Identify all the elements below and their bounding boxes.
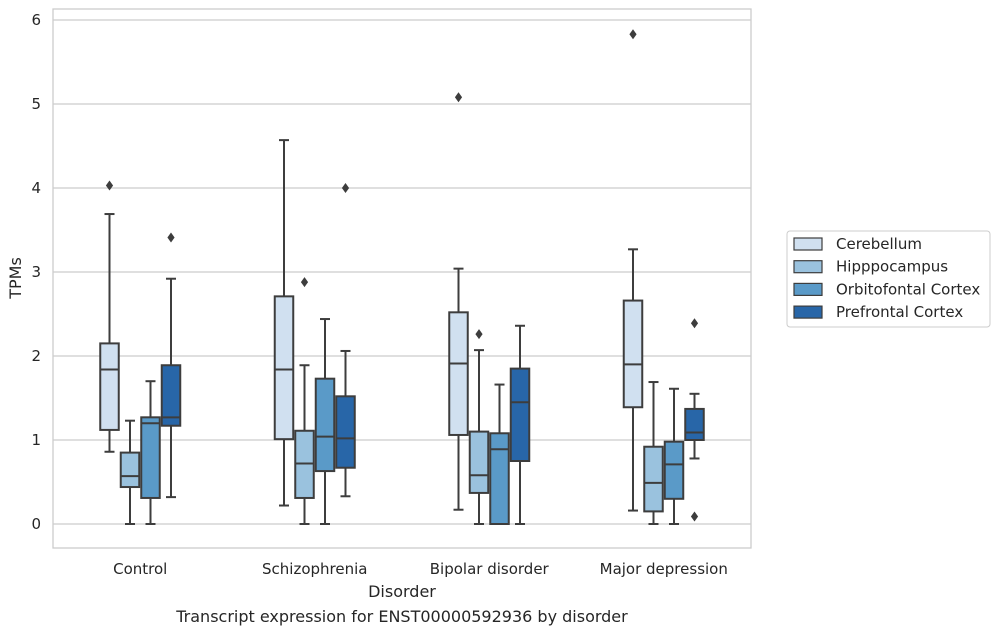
legend-label: Hipppocampus: [836, 258, 948, 276]
chart-caption: Transcript expression for ENST0000059293…: [175, 607, 628, 626]
box-iqr: [314, 377, 336, 473]
series-group: [160, 183, 705, 525]
box: [99, 180, 120, 453]
box: [489, 383, 510, 525]
box-iqr: [99, 342, 120, 431]
series-group: [119, 277, 664, 525]
outlier-point: [475, 329, 483, 340]
box: [160, 232, 182, 499]
x-tick-label: Major depression: [600, 560, 728, 578]
x-tick-label: Schizophrenia: [262, 560, 367, 578]
box: [509, 324, 531, 525]
box: [448, 92, 469, 511]
box: [643, 381, 664, 525]
gridlines: [53, 19, 751, 525]
y-tick-label: 0: [31, 515, 41, 533]
legend-swatch: [793, 305, 823, 319]
legend-label: Orbitofontal Cortex: [836, 280, 980, 298]
legend-frame: [786, 230, 991, 328]
series-group: [99, 29, 644, 512]
box-iqr: [509, 367, 531, 463]
legend-swatch: [793, 237, 823, 251]
box-iqr: [663, 440, 685, 500]
box-iqr: [160, 364, 182, 427]
x-tick-label: Control: [113, 560, 167, 578]
box-series: [99, 29, 705, 525]
box-iqr: [335, 395, 356, 469]
x-axis-title: Disorder: [368, 582, 436, 601]
outlier-point: [300, 277, 309, 288]
outlier-point: [341, 183, 350, 193]
box-iqr: [684, 407, 705, 442]
y-tick-label: 1: [31, 431, 41, 449]
outlier-point: [454, 92, 463, 103]
y-tick-label: 6: [31, 11, 41, 29]
box: [140, 380, 161, 525]
box: [622, 29, 644, 512]
box-iqr: [119, 451, 141, 489]
y-tick-label: 5: [31, 95, 41, 113]
y-tick-label: 2: [31, 347, 41, 365]
y-axis-title: TPMs: [6, 257, 25, 300]
plot-frame: [52, 8, 752, 549]
x-tick-label: Bipolar disorder: [430, 560, 550, 578]
box: [314, 318, 336, 525]
box-iqr: [140, 416, 161, 499]
y-tick-label: 4: [31, 179, 41, 197]
series-group: [140, 318, 685, 525]
box: [468, 329, 490, 525]
legend-label: Prefrontal Cortex: [836, 303, 963, 321]
legend-label: Cerebellum: [836, 235, 922, 253]
box: [294, 277, 315, 525]
outlier-point: [690, 511, 699, 522]
box: [273, 139, 295, 507]
outlier-point: [629, 29, 637, 40]
box-iqr: [622, 299, 644, 409]
box-iqr: [468, 430, 490, 494]
outlier-point: [167, 232, 175, 243]
legend-swatch: [793, 260, 823, 274]
box: [663, 387, 685, 525]
box-iqr: [273, 295, 295, 441]
box-iqr: [643, 445, 664, 513]
y-tick-label: 3: [31, 263, 41, 281]
legend-swatch: [793, 282, 823, 296]
outlier-point: [690, 318, 699, 329]
box: [335, 183, 356, 498]
x-axis-ticks: Control Schizophrenia Bipolar disorder Majo…: [113, 560, 728, 578]
legend: Cerebellum Hipppocampus Orbitofontal Corte…: [786, 230, 991, 328]
y-axis-ticks: 0 1 2 3 4 5 6: [31, 11, 41, 533]
outlier-point: [105, 180, 114, 191]
box-iqr: [489, 432, 510, 525]
box-iqr: [448, 311, 469, 436]
box: [119, 419, 141, 525]
box: [684, 318, 705, 522]
